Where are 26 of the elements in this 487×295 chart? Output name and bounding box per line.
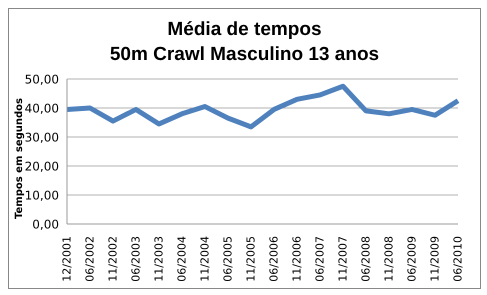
y-tick-label: 10,00	[24, 188, 59, 202]
x-tick-label: 06/2009	[406, 236, 418, 282]
x-tick-label: 11/2009	[428, 236, 442, 282]
x-tick-label: 11/2006	[290, 236, 304, 282]
x-tick-label: 06/2004	[176, 236, 188, 282]
x-tick-label: 11/2002	[106, 236, 120, 282]
y-tick-label: 20,00	[24, 159, 59, 174]
x-tick-label: 06/2006	[268, 236, 280, 282]
x-tick-label: 06/2005	[222, 236, 234, 282]
x-tick-label: 11/2003	[152, 236, 166, 282]
x-tick-label: 11/2005	[244, 236, 258, 282]
x-tick-label: 06/2010	[452, 236, 464, 282]
y-tick-label: 50,00	[24, 72, 59, 86]
x-tick-label: 12/2001	[60, 236, 74, 282]
chart-title: Média de tempos 50m Crawl Masculino 13 anos	[108, 18, 380, 67]
x-tick-label: 11/2008	[382, 236, 396, 282]
x-tick-label: 06/2007	[314, 236, 326, 282]
x-tick-label: 06/2003	[130, 236, 142, 282]
x-tick-label: 06/2002	[84, 236, 96, 282]
x-tick-label: 11/2007	[336, 236, 350, 282]
y-tick-label: 30,00	[24, 130, 59, 144]
y-tick-label: 0,00	[32, 217, 59, 232]
x-tick-label: 06/2008	[360, 236, 372, 282]
y-axis-title: Tempos em segundos	[14, 98, 24, 218]
x-tick-label: 11/2004	[198, 236, 212, 282]
y-tick-label: 40,00	[24, 101, 59, 116]
